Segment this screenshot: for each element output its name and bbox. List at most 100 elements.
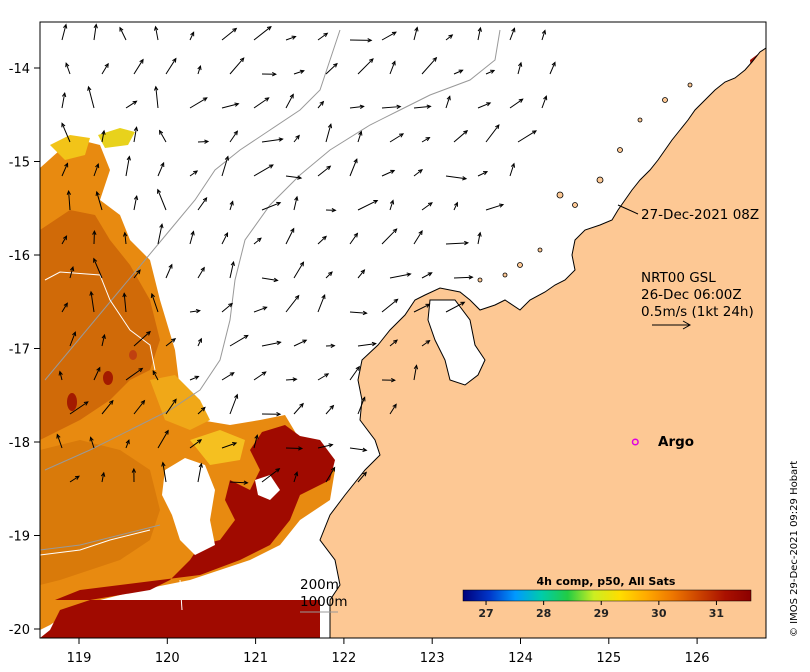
current-vector-head (93, 23, 98, 29)
current-vector-head (551, 61, 556, 67)
current-vector-head (298, 446, 304, 451)
current-vector-head (172, 57, 177, 63)
colorbar-bar (462, 589, 752, 602)
current-vector (189, 97, 208, 109)
current-vector-head (266, 25, 272, 31)
current-vector-head (297, 175, 303, 180)
current-vector-head (427, 272, 433, 277)
current-vector (101, 400, 114, 415)
current-vector (125, 156, 130, 177)
current-vector (509, 163, 515, 177)
current-vector (90, 291, 95, 313)
current-vector (133, 331, 151, 347)
current-vector (221, 372, 235, 381)
current-vector-head (133, 194, 139, 201)
current-vector-head (133, 126, 139, 132)
current-vector (189, 310, 200, 313)
annotations: 27-Dec-2021 08Z NRT00 GSL 26-Dec 06:00Z … (300, 204, 759, 613)
current-vector (261, 202, 281, 211)
current-vector-head (95, 163, 100, 169)
current-vector-head (64, 162, 69, 168)
current-vector (477, 232, 481, 245)
current-vector-head (373, 199, 379, 204)
x-tick-label: 119 (67, 651, 92, 666)
current-vector-head (62, 235, 68, 241)
current-vector-head (271, 71, 277, 77)
current-vector-head (353, 158, 358, 164)
current-vector (349, 159, 358, 177)
current-vector (317, 101, 324, 109)
current-vector (357, 58, 374, 75)
current-vector-head (232, 27, 238, 33)
current-vector-head (95, 190, 100, 196)
current-vector-head (294, 294, 300, 300)
current-vector-head (393, 298, 399, 304)
current-vector (101, 334, 105, 347)
y-tick-label: -14 (9, 62, 30, 77)
current-vector-head (331, 208, 337, 213)
scale-arrow-icon (652, 320, 692, 330)
current-vector-head (232, 442, 238, 447)
current-vector (87, 86, 95, 109)
current-vector (325, 405, 334, 415)
current-vector (253, 164, 274, 177)
current-vector (189, 375, 199, 381)
current-vector-head (302, 339, 308, 344)
current-vector (421, 137, 430, 143)
current-vector (317, 32, 328, 41)
current-vector-head (224, 232, 229, 238)
current-vector-head (239, 57, 245, 63)
current-vector (445, 34, 453, 41)
current-vector-head (132, 100, 138, 105)
current-vector-head (202, 196, 208, 202)
current-vector (189, 32, 195, 41)
current-vector-head (290, 227, 295, 233)
current-vector-head (96, 366, 101, 372)
current-vector-head (63, 23, 68, 29)
current-vector (285, 378, 297, 381)
current-vector (159, 130, 167, 143)
current-vector-head (391, 31, 397, 36)
current-vector (125, 367, 143, 381)
current-vector (229, 394, 238, 415)
current-vector-head (197, 439, 203, 444)
current-vector (413, 27, 418, 41)
current-vector (261, 138, 283, 143)
current-vector-head (122, 231, 128, 237)
islands (477, 82, 693, 283)
current-vector-head (293, 471, 299, 477)
timestamp-leader-line (617, 204, 639, 215)
contour-200-label: 200m (300, 577, 339, 593)
current-vector-head (367, 38, 373, 43)
current-vector-head (518, 61, 523, 67)
current-vector-head (61, 122, 66, 128)
current-vector (261, 341, 281, 347)
current-vector-head (458, 69, 464, 74)
current-vector (253, 306, 267, 313)
current-vector (357, 131, 362, 143)
current-vector (381, 170, 395, 177)
current-vector-head (453, 201, 458, 207)
current-vector (253, 26, 272, 41)
current-vector (357, 472, 367, 483)
current-vector-head (234, 102, 240, 107)
current-vector-head (140, 399, 146, 405)
current-vector (165, 338, 176, 347)
current-vector-head (425, 339, 431, 345)
current-vector (61, 123, 71, 143)
current-vector-head (543, 95, 548, 101)
current-vector (325, 124, 332, 143)
current-vector (96, 191, 103, 211)
current-vector (157, 430, 169, 449)
current-vector-head (224, 155, 230, 161)
current-vector (453, 276, 473, 279)
y-tick-label: -15 (9, 156, 30, 171)
current-vector (381, 31, 397, 41)
current-vector-head (391, 60, 396, 66)
current-vector (189, 439, 202, 449)
current-vector-head (119, 26, 124, 32)
current-vector (453, 69, 463, 75)
current-vector-head (233, 130, 239, 136)
current-vector (253, 371, 267, 381)
current-vector-head (74, 475, 80, 480)
